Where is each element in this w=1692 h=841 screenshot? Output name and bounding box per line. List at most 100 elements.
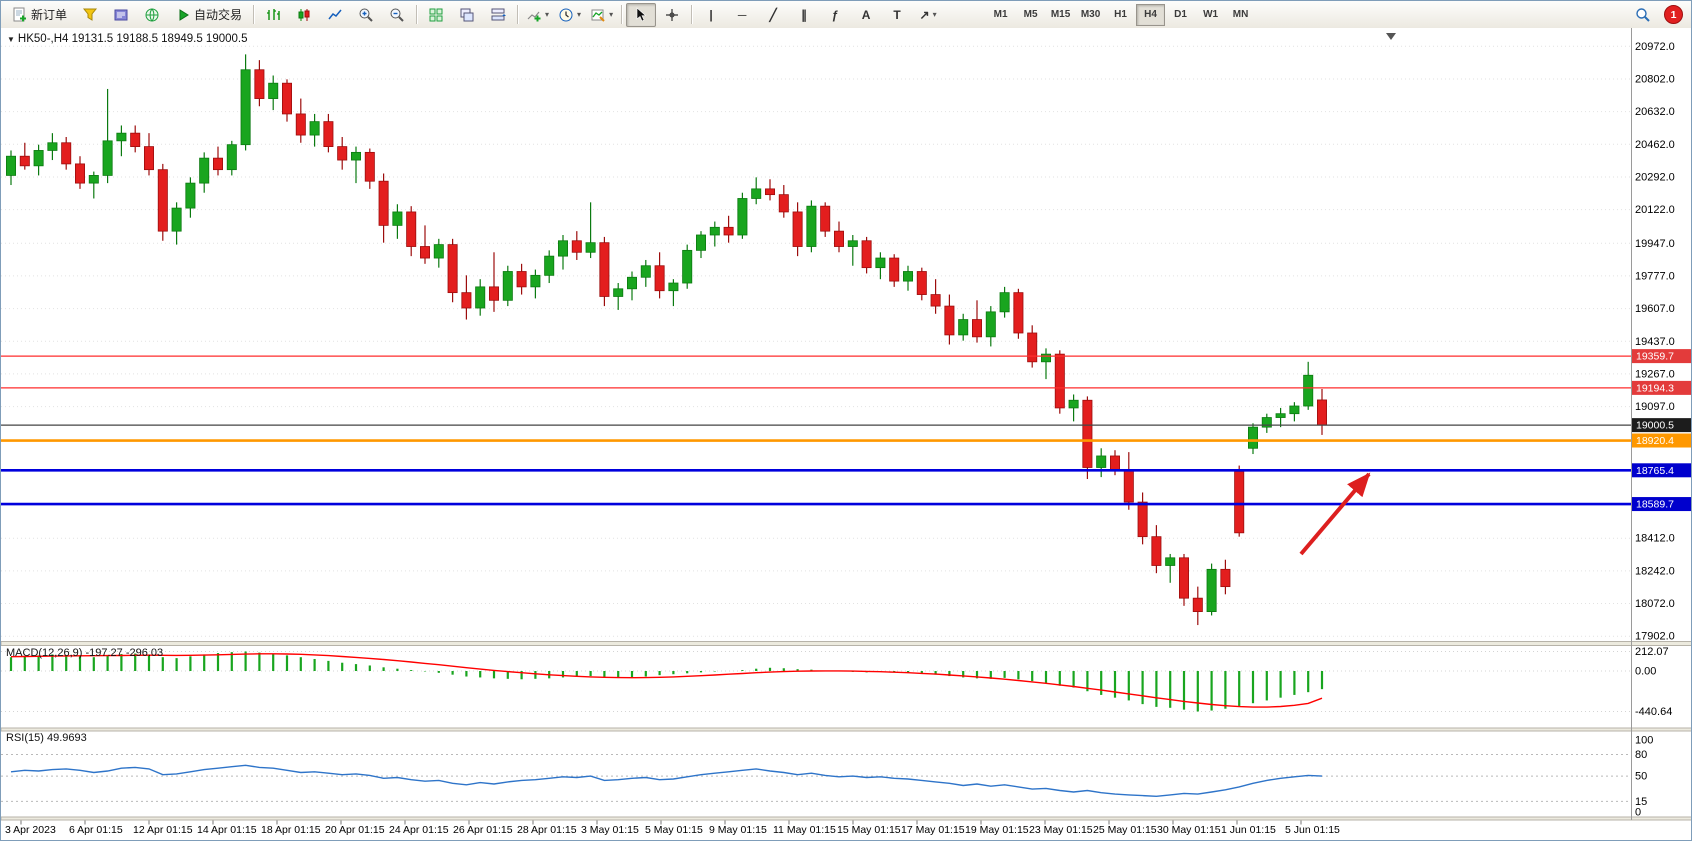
new-order-label: 新订单: [31, 8, 68, 22]
svg-text:9 May 01:15: 9 May 01:15: [709, 824, 767, 836]
period-button[interactable]: ▾: [554, 3, 585, 27]
panel-splitters[interactable]: [1, 28, 1692, 821]
tile-windows-icon: [429, 8, 443, 21]
arrows-tool-button[interactable]: ↗ ▾: [913, 3, 943, 27]
community-icon: [145, 8, 159, 21]
timeframe-h4[interactable]: H4: [1136, 3, 1166, 26]
svg-text:3 Apr 2023: 3 Apr 2023: [5, 824, 56, 836]
cascade-windows-button[interactable]: [452, 3, 482, 27]
svg-text:6 Apr 01:15: 6 Apr 01:15: [69, 824, 123, 836]
svg-text:14 Apr 01:15: 14 Apr 01:15: [197, 824, 257, 836]
timeframe-h1[interactable]: H1: [1114, 9, 1127, 20]
svg-text:18589.7: 18589.7: [1636, 499, 1674, 511]
chart-canvas[interactable]: 20972.0 20802.0 20632.0 20462.0 20292.0 20122…: [1, 28, 1692, 841]
template-icon: [591, 9, 605, 22]
arrange-windows-button[interactable]: [483, 3, 513, 27]
auto-trading-button[interactable]: 自动交易: [168, 3, 249, 27]
profile-button[interactable]: [75, 3, 105, 27]
svg-text:19194.3: 19194.3: [1636, 382, 1674, 394]
svg-text:20 Apr 01:15: 20 Apr 01:15: [325, 824, 385, 836]
cursor-icon: [636, 6, 647, 21]
zoom-in-button[interactable]: [351, 3, 381, 27]
toolbar-separator: [416, 5, 418, 24]
label-tool-button[interactable]: T: [882, 3, 912, 27]
new-order-button[interactable]: 新订单: [5, 3, 74, 27]
chart-shift-marker-icon[interactable]: [1386, 33, 1396, 40]
timeframe-m15[interactable]: M15: [1050, 9, 1071, 20]
chevron-down-icon[interactable]: ▾: [932, 10, 937, 19]
toolbar-right-cluster: 1: [1628, 3, 1687, 27]
zoom-out-button[interactable]: [382, 3, 412, 27]
zoom-out-icon: [390, 8, 404, 22]
bar-chart-icon: [267, 8, 280, 20]
trend-arrow[interactable]: [1299, 472, 1371, 556]
timeframe-m1[interactable]: M1: [993, 9, 1008, 20]
toolbar-separator: [517, 5, 519, 24]
tile-windows-button[interactable]: [421, 3, 451, 27]
svg-text:18 Apr 01:15: 18 Apr 01:15: [261, 824, 321, 836]
channel-icon: ∥: [801, 7, 808, 22]
svg-text:20632.0: 20632.0: [1635, 106, 1675, 118]
autotrading-play-icon: [179, 8, 189, 21]
candlestick-chart-button[interactable]: [289, 3, 319, 27]
period-clock-icon: [559, 8, 573, 21]
add-indicator-button[interactable]: ▾: [522, 3, 553, 27]
candlestick-chart-icon: [298, 8, 310, 21]
timeframe-w1[interactable]: W1: [1203, 9, 1219, 20]
rsi-panel: 100 80 50 150: [1, 735, 1653, 819]
candles: [6, 54, 1328, 626]
svg-text:19 May 01:15: 19 May 01:15: [965, 824, 1029, 836]
svg-text:23 May 01:15: 23 May 01:15: [1029, 824, 1093, 836]
svg-text:26 Apr 01:15: 26 Apr 01:15: [453, 824, 513, 836]
chevron-down-icon[interactable]: ▾: [545, 10, 550, 19]
cursor-button[interactable]: [626, 2, 657, 27]
svg-text:18920.4: 18920.4: [1636, 435, 1674, 447]
text-tool-button[interactable]: A: [851, 3, 881, 27]
bar-chart-button[interactable]: [258, 3, 288, 27]
timeframe-mn[interactable]: MN: [1232, 9, 1249, 20]
timeframe-group: M1 M5 M15 M30 H1 H4 D1 W1 MN: [986, 3, 1255, 26]
svg-text:15: 15: [1635, 796, 1647, 808]
vertical-line-button[interactable]: |: [696, 3, 726, 27]
channel-button[interactable]: ∥: [789, 3, 819, 27]
crosshair-icon: [666, 8, 679, 21]
svg-text:20462.0: 20462.0: [1635, 139, 1675, 151]
notification-badge[interactable]: 1: [1664, 5, 1683, 24]
editor-button[interactable]: [106, 3, 136, 27]
timeframe-m30[interactable]: M30: [1080, 9, 1101, 20]
line-chart-button[interactable]: [320, 3, 350, 27]
zoom-in-icon: [359, 8, 373, 22]
svg-text:18412.0: 18412.0: [1635, 533, 1675, 545]
time-axis[interactable]: 3 Apr 2023 6 Apr 01:15 12 Apr 01:15 14 Apr …: [5, 820, 1340, 837]
community-button[interactable]: [137, 3, 167, 27]
timeframe-m5[interactable]: M5: [1023, 9, 1038, 20]
search-button[interactable]: [1628, 3, 1658, 27]
svg-text:80: 80: [1635, 749, 1647, 761]
svg-text:3 May 01:15: 3 May 01:15: [581, 824, 639, 836]
fibonacci-button[interactable]: ƒ: [820, 3, 850, 27]
svg-text:18242.0: 18242.0: [1635, 565, 1675, 577]
svg-text:-440.64: -440.64: [1635, 706, 1672, 718]
trendline-button[interactable]: ╱: [758, 3, 788, 27]
chevron-down-icon[interactable]: ▾: [609, 10, 614, 19]
horizontal-lines[interactable]: [1, 355, 1631, 506]
timeframe-d1[interactable]: D1: [1174, 9, 1187, 20]
svg-text:19097.0: 19097.0: [1635, 401, 1675, 413]
toolbar-separator: [691, 5, 693, 24]
chevron-down-icon[interactable]: ▾: [577, 10, 582, 19]
svg-text:25 May 01:15: 25 May 01:15: [1093, 824, 1157, 836]
cascade-windows-icon: [460, 8, 474, 21]
collapse-arrow-icon[interactable]: ▼: [7, 35, 15, 44]
svg-text:19607.0: 19607.0: [1635, 303, 1675, 315]
horizontal-line-button[interactable]: ─: [727, 3, 757, 27]
price-axis[interactable]: 20972.0 20802.0 20632.0 20462.0 20292.0 20122…: [1635, 41, 1675, 643]
crosshair-button[interactable]: [657, 3, 687, 27]
svg-text:17 May 01:15: 17 May 01:15: [901, 824, 965, 836]
label-icon: T: [893, 7, 901, 22]
price-tags: 19359.7 19194.3 19000.5 18920.4 18765.4 18589…: [1632, 349, 1691, 512]
svg-text:24 Apr 01:15: 24 Apr 01:15: [389, 824, 449, 836]
svg-text:5 Jun 01:15: 5 Jun 01:15: [1285, 824, 1340, 836]
svg-text:212.07: 212.07: [1635, 646, 1669, 658]
svg-text:15 May 01:15: 15 May 01:15: [837, 824, 901, 836]
template-button[interactable]: ▾: [586, 3, 617, 27]
